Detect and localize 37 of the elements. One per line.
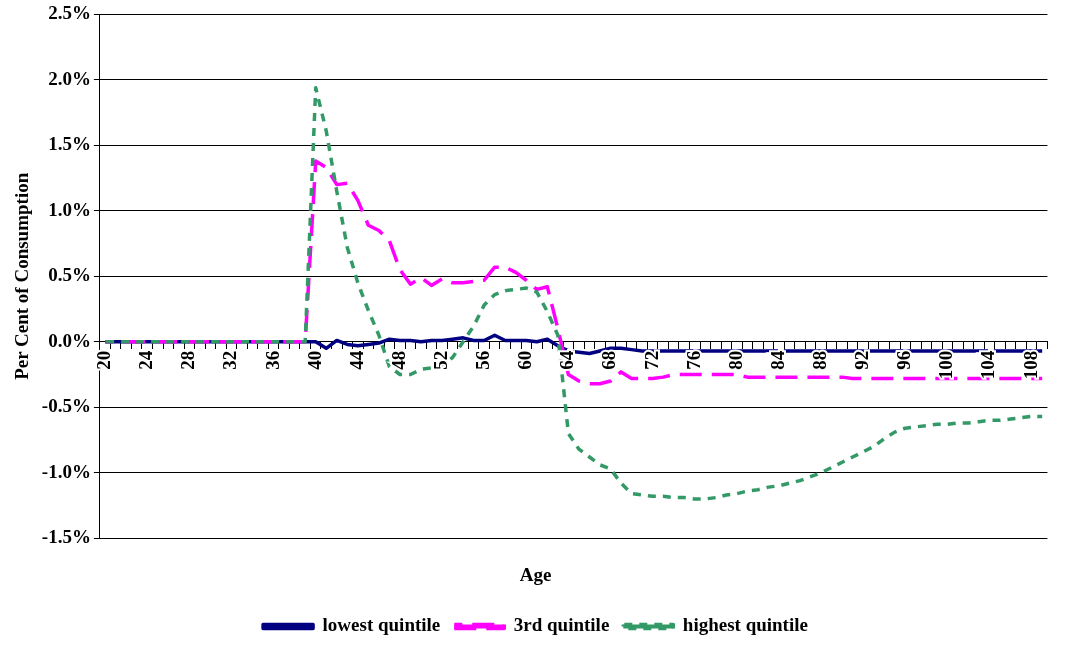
x-tick-label: 96: [893, 350, 915, 370]
x-tick-label: 60: [514, 350, 536, 370]
y-tick-label: -0.5%: [41, 395, 91, 417]
y-tick-label: -1.5%: [41, 526, 91, 548]
x-tick-label: 36: [261, 350, 283, 370]
y-tick-label: 2.5%: [48, 2, 91, 24]
x-tick-label: 80: [724, 350, 746, 370]
x-tick-label: 52: [429, 350, 451, 370]
legend-label: 3rd quintile: [513, 614, 610, 636]
x-tick-label: 72: [640, 350, 662, 370]
x-tick-label: 56: [472, 350, 494, 370]
x-tick-label: 44: [345, 350, 367, 370]
x-tick-label: 20: [93, 350, 115, 370]
x-tick-label: 48: [387, 350, 409, 370]
x-tick-label: 76: [682, 350, 704, 370]
x-tick-label: 92: [851, 350, 873, 370]
y-tick-label: 0.5%: [48, 264, 91, 286]
x-tick-label: 88: [808, 350, 830, 370]
y-axis-title: Per Cent of Consumption: [11, 172, 33, 380]
y-tick-label: -1.0%: [41, 460, 91, 482]
y-tick-label: 1.0%: [48, 198, 91, 220]
x-tick-label: 68: [598, 350, 620, 370]
x-tick-label: 64: [556, 350, 578, 370]
legend-label: highest quintile: [682, 614, 808, 636]
x-axis-title: Age: [519, 563, 552, 585]
x-tick-label: 40: [303, 350, 325, 370]
x-tick-label: 100: [935, 350, 957, 380]
x-tick-label: 84: [766, 350, 788, 370]
x-tick-label: 108: [1019, 350, 1041, 380]
x-tick-label: 24: [135, 350, 157, 370]
y-tick-label: 2.0%: [48, 67, 91, 89]
x-tick-label: 28: [177, 350, 199, 370]
x-tick-label: 32: [219, 350, 241, 370]
legend-label: lowest quintile: [322, 614, 441, 636]
y-tick-label: 1.5%: [48, 133, 91, 155]
y-tick-label: 0.0%: [48, 329, 91, 351]
x-tick-label: 104: [977, 350, 999, 380]
